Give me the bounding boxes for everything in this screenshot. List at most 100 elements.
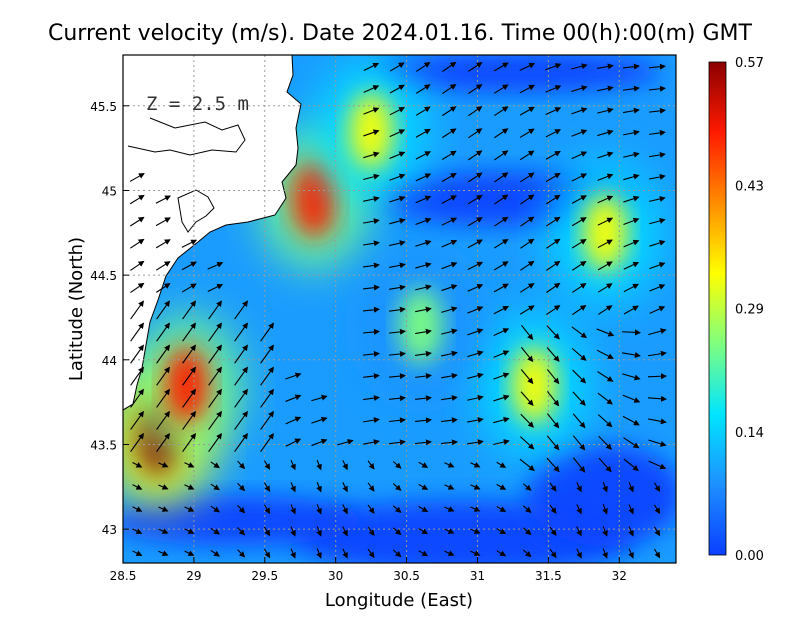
velocity-arrow bbox=[367, 460, 375, 470]
velocity-arrow bbox=[571, 129, 588, 137]
velocity-arrow bbox=[571, 173, 588, 182]
velocity-arrow bbox=[597, 261, 613, 271]
velocity-arrow bbox=[519, 106, 535, 116]
velocity-arrow bbox=[597, 63, 614, 70]
velocity-arrow bbox=[602, 482, 608, 493]
velocity-arrow bbox=[628, 504, 634, 515]
velocity-arrow bbox=[237, 482, 246, 492]
weak-current-zone bbox=[378, 55, 662, 93]
velocity-arrow bbox=[597, 107, 614, 114]
velocity-arrow bbox=[234, 344, 248, 364]
velocity-arrow bbox=[418, 550, 429, 557]
velocity-arrow bbox=[234, 366, 248, 386]
velocity-arrow bbox=[316, 504, 322, 515]
velocity-arrow bbox=[207, 261, 224, 270]
velocity-arrow bbox=[418, 483, 429, 490]
velocity-arrow bbox=[260, 432, 274, 452]
velocity-arrow bbox=[184, 462, 195, 468]
velocity-arrow bbox=[468, 62, 483, 72]
velocity-arrow bbox=[156, 300, 170, 320]
velocity-arrow bbox=[441, 350, 458, 357]
velocity-arrow bbox=[415, 328, 432, 335]
chart-title: Current velocity (m/s). Date 2024.01.16.… bbox=[48, 21, 753, 46]
velocity-arrow bbox=[545, 172, 561, 183]
velocity-arrow bbox=[576, 548, 582, 559]
velocity-arrow bbox=[184, 484, 195, 490]
velocity-arrow bbox=[649, 151, 666, 158]
velocity-arrow bbox=[623, 151, 640, 158]
x-tick-label: 28.5 bbox=[110, 569, 137, 583]
velocity-arrow bbox=[389, 84, 405, 94]
velocity-arrow bbox=[649, 218, 666, 225]
velocity-arrow bbox=[545, 151, 561, 160]
x-tick-label: 31.5 bbox=[535, 569, 562, 583]
velocity-arrow bbox=[363, 151, 380, 159]
velocity-arrow bbox=[441, 150, 457, 161]
velocity-arrow bbox=[649, 306, 666, 314]
velocity-arrow bbox=[208, 410, 222, 430]
velocity-arrow bbox=[467, 239, 483, 249]
velocity-arrow bbox=[441, 372, 458, 379]
colorbar-ticks: 0.00 0.14 0.29 0.43 0.57 bbox=[735, 56, 764, 564]
velocity-arrow bbox=[493, 84, 509, 94]
velocity-arrow bbox=[519, 458, 535, 471]
velocity-arrow bbox=[598, 457, 612, 473]
velocity-arrow bbox=[415, 195, 432, 204]
velocity-arrow bbox=[468, 128, 483, 139]
velocity-arrow bbox=[129, 194, 145, 205]
velocity-arrow bbox=[311, 394, 328, 402]
velocity-arrow bbox=[520, 172, 535, 183]
velocity-arrow bbox=[441, 306, 458, 313]
colorbar-tick-label: 0.14 bbox=[735, 426, 764, 441]
velocity-arrow bbox=[545, 107, 562, 116]
velocity-arrow bbox=[234, 300, 248, 320]
velocity-arrow bbox=[546, 457, 560, 473]
velocity-arrow bbox=[546, 325, 560, 340]
velocity-arrow bbox=[572, 305, 587, 316]
velocity-arrow bbox=[622, 373, 641, 381]
velocity-arrow bbox=[623, 195, 640, 203]
velocity-arrow bbox=[182, 388, 196, 408]
velocity-arrow bbox=[130, 344, 144, 364]
velocity-arrow bbox=[415, 262, 432, 269]
velocity-arrow bbox=[290, 459, 296, 471]
velocity-arrow bbox=[468, 150, 483, 161]
velocity-arrow bbox=[648, 85, 666, 92]
velocity-arrow bbox=[467, 394, 484, 401]
velocity-arrow bbox=[623, 305, 639, 315]
velocity-arrow bbox=[494, 150, 509, 161]
velocity-arrow bbox=[234, 410, 248, 430]
velocity-arrow bbox=[545, 63, 562, 71]
velocity-arrow bbox=[653, 482, 661, 493]
velocity-arrow bbox=[418, 461, 429, 468]
velocity-arrow bbox=[158, 550, 169, 556]
velocity-arrow bbox=[367, 548, 375, 559]
velocity-arrow bbox=[132, 506, 143, 512]
velocity-arrow bbox=[207, 283, 224, 292]
velocity-arrow bbox=[415, 128, 431, 138]
velocity-arrow bbox=[442, 61, 457, 72]
velocity-arrow bbox=[496, 528, 507, 535]
velocity-arrow bbox=[389, 173, 406, 181]
velocity-arrow bbox=[522, 549, 532, 558]
velocity-arrow bbox=[467, 328, 484, 336]
velocity-arrow bbox=[444, 528, 455, 534]
velocity-arrow bbox=[549, 526, 557, 536]
velocity-arrow bbox=[571, 239, 587, 249]
velocity-arrow bbox=[597, 305, 613, 315]
velocity-arrow bbox=[155, 195, 172, 204]
velocity-arrow bbox=[316, 482, 322, 493]
velocity-arrow bbox=[597, 151, 614, 159]
velocity-arrow bbox=[367, 504, 375, 514]
velocity-arrow bbox=[648, 418, 667, 425]
velocity-arrow bbox=[181, 283, 197, 293]
velocity-arrow bbox=[520, 391, 534, 406]
velocity-arrow bbox=[130, 322, 144, 342]
velocity-arrow bbox=[494, 194, 509, 205]
velocity-arrow bbox=[130, 366, 144, 386]
colorbar: 0.00 0.14 0.29 0.43 0.57 bbox=[708, 56, 764, 564]
velocity-arrow bbox=[470, 528, 481, 534]
velocity-arrow bbox=[621, 329, 641, 336]
velocity-arrow bbox=[571, 195, 587, 204]
